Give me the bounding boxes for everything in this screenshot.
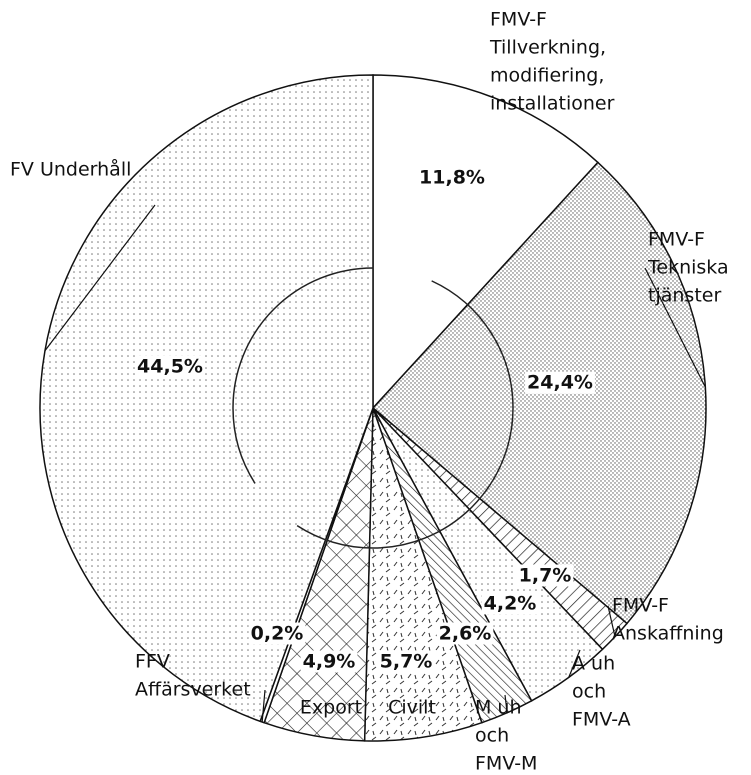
- category-label: FMV-A: [572, 709, 631, 731]
- value-label: 2,6%: [439, 623, 492, 645]
- category-label: Export: [300, 697, 362, 719]
- value-label: 4,2%: [484, 593, 537, 615]
- value-label: 5,7%: [380, 651, 433, 673]
- value-label: 44,5%: [137, 356, 203, 378]
- category-label: och: [475, 725, 509, 747]
- category-label: FMV-F: [490, 9, 547, 31]
- category-label: FFV: [135, 651, 170, 673]
- category-label: Tillverkning,: [489, 37, 606, 59]
- category-label: FMV-M: [475, 753, 537, 775]
- category-label: tjänster: [648, 285, 721, 307]
- chart: FMV-F Tillverkning, modifiering, installati…: [0, 0, 751, 775]
- category-label: FMV-F: [612, 595, 669, 617]
- value-label: 11,8%: [419, 167, 485, 189]
- category-label: installationer: [490, 93, 615, 115]
- value-label: 0,2%: [251, 623, 304, 645]
- category-label: Tekniska: [647, 257, 729, 279]
- category-label: Civilt: [388, 697, 436, 719]
- value-label: 24,4%: [527, 372, 593, 394]
- value-label: 4,9%: [303, 651, 356, 673]
- value-label: 1,7%: [519, 565, 572, 587]
- category-label: M uh: [475, 697, 522, 719]
- category-label: Affärsverket: [135, 679, 251, 701]
- slices: [40, 75, 706, 741]
- category-label: modifiering,: [490, 65, 604, 87]
- category-label: Anskaffning: [612, 623, 724, 645]
- category-label: A uh: [572, 653, 615, 675]
- category-label: FMV-F: [648, 229, 705, 251]
- category-label: och: [572, 681, 606, 703]
- category-label: FV Underhåll: [10, 158, 131, 181]
